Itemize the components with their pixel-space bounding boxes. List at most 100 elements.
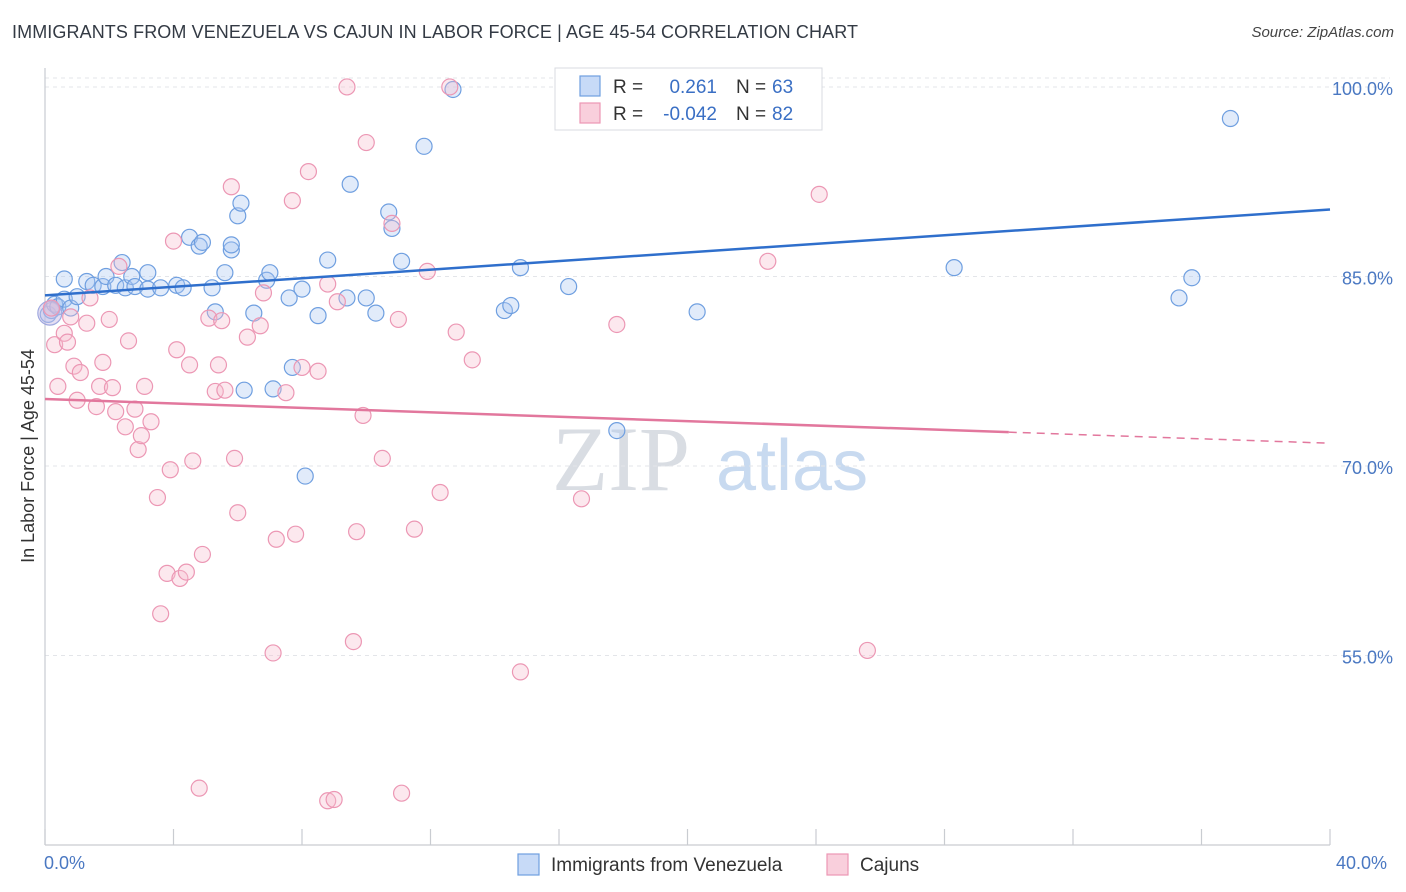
legend-r-value-1: 0.261 [669, 77, 717, 98]
cajuns-point [373, 449, 391, 467]
legend-r-label-2: R = [613, 104, 643, 125]
cajuns-point [107, 403, 125, 421]
venezuela-point [296, 467, 314, 485]
legend-box: R = 0.261 N = 63 R = -0.042 N = 82 [554, 67, 823, 131]
cajuns-point [608, 315, 626, 334]
legend-r-value-2: -0.042 [663, 104, 717, 125]
venezuela-point [264, 380, 282, 398]
chart-title: IMMIGRANTS FROM VENEZUELA VS CAJUN IN LA… [12, 22, 859, 42]
legend-swatch-cajuns [579, 102, 601, 124]
venezuela-point [688, 303, 706, 321]
cajuns-point [357, 133, 375, 152]
cajuns-point [87, 397, 106, 416]
y-tick-label: 55.0% [1342, 647, 1393, 667]
venezuela-point [319, 251, 337, 269]
cajuns-point [405, 520, 424, 538]
y-tick-label: 100.0% [1332, 79, 1393, 99]
cajuns-point [71, 363, 89, 382]
cajuns-point [759, 252, 777, 270]
watermark-zip: ZIP [552, 408, 690, 510]
venezuela-point [1221, 109, 1240, 128]
cajuns-point [129, 440, 147, 459]
venezuela-point [216, 264, 234, 282]
cajuns-point [213, 312, 231, 330]
venezuela-point [383, 219, 401, 238]
venezuela-point [293, 280, 311, 298]
cajuns-point [116, 418, 134, 436]
cajuns-point [190, 779, 208, 797]
cajuns-point [511, 663, 530, 681]
cajuns-point [103, 379, 122, 397]
cajuns-point [177, 563, 195, 581]
legend-n-label-2: N = [736, 104, 766, 125]
cajuns-point [354, 406, 372, 425]
x-tick-label-min: 0.0% [44, 853, 85, 873]
cajuns-point [328, 293, 346, 311]
cajuns-point [65, 357, 83, 375]
cajuns-point [254, 284, 273, 302]
cajuns-point [392, 784, 411, 802]
cajuns-point [216, 381, 234, 399]
cajuns-point [135, 377, 154, 395]
venezuela-point [206, 303, 224, 321]
cajuns-point [319, 275, 337, 293]
venezuela-point [261, 264, 279, 282]
cajuns-point [91, 377, 109, 395]
cajuns-point [344, 632, 362, 651]
venezuela-point [338, 289, 356, 307]
cajuns-point [286, 525, 305, 543]
cajuns-point [184, 452, 202, 470]
cajuns-point [299, 163, 318, 181]
cajuns-point [200, 309, 218, 327]
cajuns-point [171, 569, 189, 588]
venezuela-point [392, 252, 411, 270]
venezuela-point [357, 289, 375, 307]
cajuns-point [62, 308, 80, 326]
cajuns-point [94, 353, 112, 371]
venezuela-point [502, 296, 520, 315]
cajuns-point [293, 358, 311, 377]
cajuns-point [319, 792, 337, 810]
venezuela-point [1183, 269, 1201, 287]
cajuns-point [283, 192, 301, 210]
venezuela-point [608, 422, 626, 440]
venezuela-point [222, 241, 240, 259]
venezuela-point [123, 267, 141, 286]
venezuela-point [283, 358, 301, 377]
cajuns-point [81, 289, 99, 307]
cajuns-point [100, 310, 118, 329]
venezuela-point [415, 137, 433, 155]
venezuela-point [1170, 289, 1188, 307]
x-tick-label-max: 40.0% [1336, 853, 1387, 873]
venezuela-point [560, 277, 578, 296]
cajuns-point [222, 178, 240, 196]
venezuela-point [367, 304, 385, 322]
venezuela-point [174, 279, 192, 297]
y-tick-label: 70.0% [1342, 458, 1393, 478]
cajuns-point [55, 324, 73, 342]
cajuns-point [229, 504, 247, 522]
venezuela-point [341, 175, 359, 193]
cajuns-point [572, 490, 591, 508]
cajuns-point [148, 488, 167, 507]
x-ticks [44, 829, 1331, 845]
cajuns-point [193, 545, 212, 564]
venezuela-point [309, 307, 327, 325]
cajuns-point [132, 427, 150, 445]
venezuela-point [945, 259, 963, 277]
cajuns-point [463, 351, 481, 369]
cajuns-point [158, 564, 176, 582]
cajuns-point [58, 333, 77, 351]
cajuns-point [251, 317, 269, 335]
cajuns-point [225, 449, 244, 467]
bottom-legend-swatch-cajuns [826, 853, 849, 876]
cajuns-point [441, 78, 459, 96]
cajuns-point [161, 461, 179, 479]
cajuns-point [110, 257, 128, 275]
cajuns-point [119, 332, 138, 350]
cajuns-point [46, 336, 64, 354]
cajuns-point [338, 78, 356, 96]
cajuns-point [810, 185, 828, 203]
venezuela-point [203, 279, 221, 297]
